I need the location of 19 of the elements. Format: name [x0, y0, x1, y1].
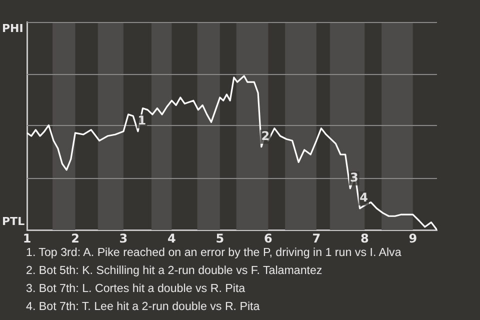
annotation: 1	[138, 114, 146, 128]
annotation: 3	[350, 170, 358, 185]
x-tick-label: 6	[264, 231, 272, 246]
x-tick-label: 9	[408, 231, 418, 246]
text: 3. Bot 7th: L. Cortes hit a double vs R. Pita	[26, 281, 246, 297]
annotation: 4	[360, 190, 368, 205]
text: PTL	[2, 214, 25, 228]
x-tick-label: 8	[360, 231, 369, 246]
x-tick-label: 1	[22, 231, 32, 246]
x-tick-label: 3	[119, 231, 128, 246]
x-tick-label: 4	[168, 231, 176, 246]
text: PHI	[2, 22, 24, 35]
annotation: 2	[261, 128, 270, 143]
x-tick-label: 5	[216, 231, 224, 246]
text: 4. Bot 7th: T. Lee hit a 2-run double vs R. Pita	[26, 299, 261, 315]
x-tick-label: 7	[312, 231, 321, 246]
text: 2. Bot 5th: K. Schilling hit a 2-run double vs F. Talamantez	[26, 263, 324, 279]
x-tick-label: 2	[71, 231, 80, 246]
text: 1. Top 3rd: A. Pike reached on an error by the P, driving in 1 run vs I. Alva	[26, 245, 402, 261]
